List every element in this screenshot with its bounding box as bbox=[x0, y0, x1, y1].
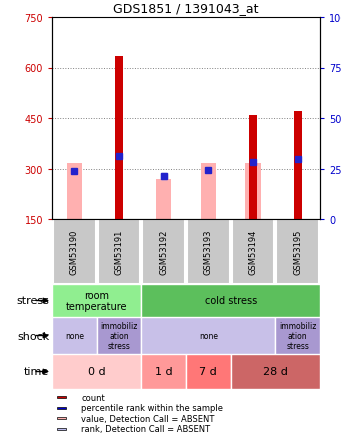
Bar bbox=[186, 354, 231, 389]
Text: cold stress: cold stress bbox=[205, 296, 257, 306]
Text: GSM53195: GSM53195 bbox=[293, 229, 302, 275]
Bar bbox=[187, 220, 230, 284]
Bar bbox=[57, 396, 66, 398]
Text: GSM53192: GSM53192 bbox=[159, 229, 168, 275]
Text: GSM53194: GSM53194 bbox=[249, 229, 257, 275]
Bar bbox=[232, 220, 275, 284]
Text: room
temperature: room temperature bbox=[66, 290, 128, 312]
Bar bbox=[66, 164, 82, 220]
Text: immobiliz
ation
stress: immobiliz ation stress bbox=[100, 321, 138, 351]
Bar bbox=[52, 354, 141, 389]
Text: none: none bbox=[65, 331, 84, 340]
Text: percentile rank within the sample: percentile rank within the sample bbox=[81, 403, 223, 412]
Bar bbox=[141, 317, 275, 354]
Bar bbox=[141, 354, 186, 389]
Bar bbox=[52, 317, 97, 354]
Text: shock: shock bbox=[17, 331, 49, 341]
Bar bbox=[97, 317, 141, 354]
Text: 1 d: 1 d bbox=[155, 367, 173, 377]
Text: immobiliz
ation
stress: immobiliz ation stress bbox=[279, 321, 316, 351]
Bar bbox=[249, 115, 257, 220]
Bar bbox=[115, 56, 123, 220]
Bar bbox=[98, 220, 140, 284]
Text: 0 d: 0 d bbox=[88, 367, 105, 377]
Bar bbox=[52, 284, 141, 317]
Bar bbox=[275, 317, 320, 354]
Bar bbox=[142, 220, 185, 284]
Text: stress: stress bbox=[16, 296, 49, 306]
Text: 7 d: 7 d bbox=[199, 367, 217, 377]
Bar bbox=[141, 284, 320, 317]
Text: value, Detection Call = ABSENT: value, Detection Call = ABSENT bbox=[81, 414, 215, 423]
Text: count: count bbox=[81, 393, 105, 402]
Bar bbox=[201, 164, 216, 220]
Bar bbox=[245, 164, 261, 220]
Title: GDS1851 / 1391043_at: GDS1851 / 1391043_at bbox=[113, 3, 259, 16]
Text: none: none bbox=[199, 331, 218, 340]
Text: GSM53191: GSM53191 bbox=[115, 229, 123, 275]
Bar bbox=[57, 427, 66, 430]
Text: GSM53190: GSM53190 bbox=[70, 229, 79, 275]
Bar bbox=[231, 354, 320, 389]
Bar bbox=[276, 220, 319, 284]
Bar bbox=[294, 112, 302, 220]
Bar bbox=[53, 220, 96, 284]
Text: time: time bbox=[24, 367, 49, 377]
Text: 28 d: 28 d bbox=[263, 367, 288, 377]
Bar bbox=[57, 407, 66, 409]
Text: rank, Detection Call = ABSENT: rank, Detection Call = ABSENT bbox=[81, 424, 211, 433]
Bar bbox=[57, 417, 66, 419]
Text: GSM53193: GSM53193 bbox=[204, 229, 213, 275]
Bar bbox=[156, 179, 172, 220]
